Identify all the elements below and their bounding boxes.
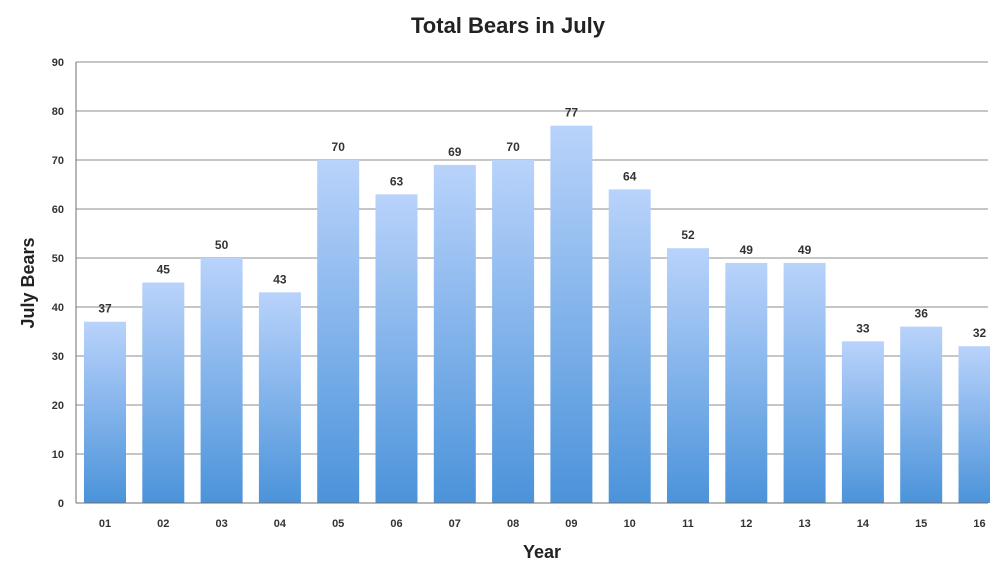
y-tick-label: 0	[58, 498, 64, 510]
x-axis-title: Year	[523, 542, 561, 562]
x-tick-label: 11	[682, 518, 694, 530]
bar-11	[667, 248, 709, 503]
bar-01	[84, 321, 126, 503]
y-tick-label: 60	[52, 204, 64, 216]
data-label: 52	[681, 228, 695, 242]
bar-06	[375, 194, 418, 504]
x-tick-label: 09	[565, 518, 577, 530]
y-tick-label: 40	[52, 302, 64, 314]
data-label: 70	[506, 140, 520, 154]
bar-12	[725, 262, 768, 503]
x-tick-label: 12	[740, 518, 752, 530]
bar-15	[900, 326, 943, 503]
x-tick-label: 16	[973, 518, 985, 530]
bar-10	[608, 189, 651, 503]
x-tick-label: 06	[390, 518, 402, 530]
x-tick-label: 10	[624, 518, 636, 530]
data-label: 77	[565, 106, 579, 120]
x-tick-label: 02	[157, 518, 169, 530]
data-label: 49	[740, 243, 754, 257]
bar-16	[958, 346, 990, 503]
x-tick-label: 13	[798, 518, 810, 530]
data-label: 43	[273, 272, 287, 286]
data-label: 37	[98, 302, 112, 316]
y-axis-title: July Bears	[18, 237, 38, 328]
y-tick-label: 70	[52, 155, 64, 167]
x-tick-label: 04	[274, 518, 287, 530]
x-tick-label: 07	[449, 518, 461, 530]
chart-title: Total Bears in July	[411, 13, 606, 38]
y-tick-label: 20	[52, 400, 64, 412]
y-tick-label: 30	[52, 351, 64, 363]
data-label: 50	[215, 238, 229, 252]
bar-03	[200, 258, 243, 503]
y-tick-label: 80	[52, 106, 64, 118]
bar-13	[783, 262, 826, 503]
data-labels: 37 45 50 43 70 63 69 70 77 64 52 49 49 33 36 32	[98, 106, 986, 341]
y-tick-label: 10	[52, 449, 64, 461]
data-label: 64	[623, 169, 637, 183]
x-axis-ticks: 01 02 03 04 05 06 07 08 09 10 11 12 13 14 15 16	[99, 518, 986, 530]
x-tick-label: 15	[915, 518, 927, 530]
y-axis-ticks: 0 10 20 30 40 50 60 70 80 90	[52, 57, 64, 510]
y-tick-label: 90	[52, 57, 64, 69]
x-tick-label: 01	[99, 518, 111, 530]
bars	[84, 125, 990, 504]
data-label: 49	[798, 243, 812, 257]
bar-04	[258, 292, 301, 503]
x-tick-label: 14	[857, 518, 870, 530]
data-label: 36	[915, 307, 929, 321]
bar-07	[433, 164, 476, 503]
bar-05	[317, 160, 360, 503]
x-tick-label: 08	[507, 518, 519, 530]
data-label: 70	[332, 140, 346, 154]
data-label: 33	[856, 321, 870, 335]
data-label: 69	[448, 145, 462, 159]
y-tick-label: 50	[52, 253, 64, 265]
bar-08	[492, 160, 535, 503]
bar-14	[841, 341, 884, 503]
x-tick-label: 03	[215, 518, 227, 530]
data-label: 45	[157, 263, 171, 277]
data-label: 63	[390, 174, 404, 188]
x-tick-label: 05	[332, 518, 344, 530]
data-label: 32	[973, 326, 987, 340]
bar-09	[550, 125, 593, 503]
bar-02	[142, 282, 185, 503]
